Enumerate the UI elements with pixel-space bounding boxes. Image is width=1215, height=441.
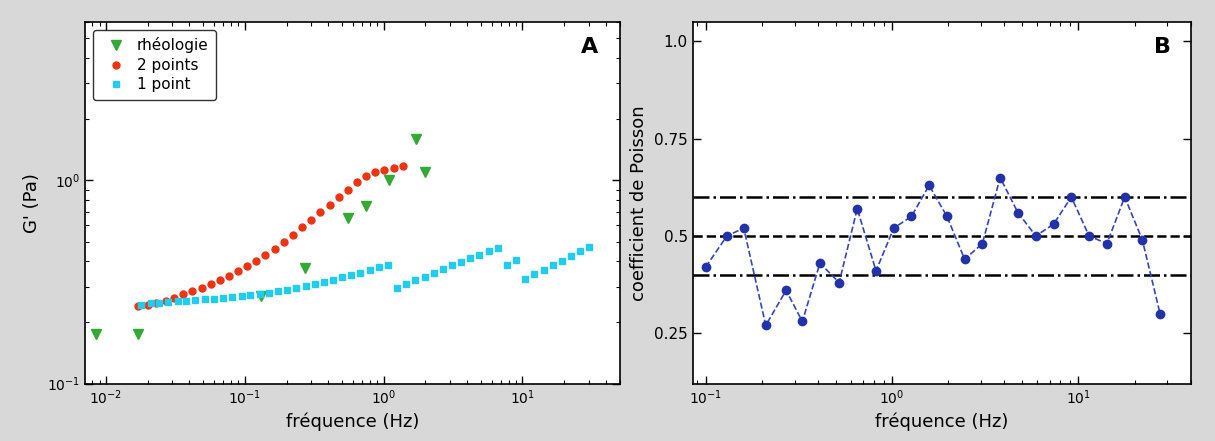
1 point [499,262,514,267]
1 point [417,274,431,279]
2 points [213,277,227,282]
2 points [332,194,346,199]
1 point [234,293,249,299]
1 point [344,273,358,278]
1 point [243,292,258,298]
2 points [322,202,337,207]
2 points [350,179,364,185]
2 points [313,209,328,214]
1 point [554,258,569,263]
1 point [445,263,459,268]
1 point [298,284,312,289]
1 point [390,285,405,291]
2 points [130,304,145,309]
1 point [316,279,330,284]
2 points [295,224,310,230]
1 point [509,258,524,263]
1 point [380,262,395,268]
1 point [188,297,203,303]
2 points [377,167,391,172]
2 points [267,246,282,251]
1 point [399,282,413,287]
1 point [454,259,469,265]
1 point [134,302,148,307]
1 point [207,296,221,301]
2 points [358,173,373,179]
2 points [340,187,355,192]
2 points [176,292,191,297]
2 points [258,252,272,258]
rhéologie [298,265,312,271]
2 points [277,239,292,244]
1 point [408,278,423,283]
1 point [307,281,322,287]
rhéologie [418,169,433,175]
1 point [372,265,386,270]
1 point [160,299,175,305]
X-axis label: fréquence (Hz): fréquence (Hz) [286,413,419,431]
rhéologie [358,203,373,208]
2 points [286,232,300,237]
Legend: rhéologie, 2 points, 1 point: rhéologie, 2 points, 1 point [92,30,216,100]
2 points [231,268,245,273]
2 points [221,273,236,278]
1 point [271,288,286,294]
1 point [354,270,368,276]
2 points [304,217,318,222]
1 point [536,267,550,272]
1 point [225,294,239,299]
X-axis label: fréquence (Hz): fréquence (Hz) [875,413,1008,431]
1 point [564,253,578,258]
2 points [158,299,173,304]
2 points [166,295,181,300]
1 point [179,298,193,303]
1 point [326,277,340,282]
1 point [527,272,542,277]
rhéologie [382,178,396,183]
2 points [141,302,156,307]
2 points [185,288,199,294]
2 points [148,300,163,305]
2 points [194,285,209,291]
1 point [435,266,450,272]
1 point [261,290,276,295]
1 point [216,295,231,301]
Text: A: A [581,37,598,56]
1 point [582,244,597,249]
1 point [198,297,213,302]
1 point [253,292,267,297]
1 point [426,270,441,276]
1 point [170,299,185,304]
1 point [518,277,532,282]
2 points [239,263,254,269]
rhéologie [253,293,267,299]
2 points [204,281,219,286]
1 point [289,285,304,291]
Text: B: B [1154,37,1171,56]
1 point [473,252,487,258]
rhéologie [130,332,145,337]
Line: rhéologie: rhéologie [91,134,430,339]
1 point [491,245,505,250]
1 point [362,267,377,273]
1 point [546,262,560,268]
1 point [143,301,158,306]
2 points [368,169,383,175]
2 points [386,165,401,171]
1 point [481,249,496,254]
1 point [279,287,294,292]
1 point [463,256,477,261]
rhéologie [408,136,423,142]
Y-axis label: G' (Pa): G' (Pa) [23,173,41,233]
1 point [152,300,166,305]
rhéologie [340,216,355,221]
rhéologie [89,332,103,337]
2 points [395,163,409,168]
2 points [249,258,264,264]
Y-axis label: coefficient de Poisson: coefficient de Poisson [631,105,649,301]
Line: 2 points: 2 points [135,162,406,310]
1 point [335,275,350,280]
1 point [572,249,587,254]
Line: 1 point: 1 point [137,243,593,308]
